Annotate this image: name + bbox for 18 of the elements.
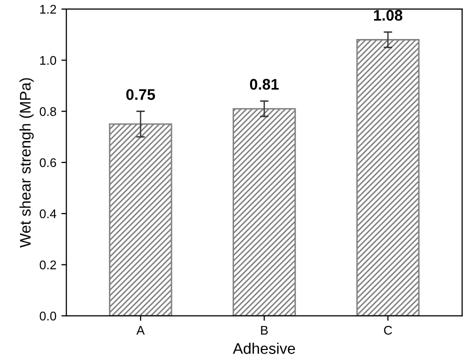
y-tick-label: 1.0: [40, 56, 56, 65]
data-label: 1.08: [374, 10, 402, 21]
y-tick-label: 0.6: [40, 158, 56, 168]
x-tick-label: C: [384, 326, 392, 335]
data-label: 0.81: [250, 78, 279, 90]
y-tick-label: 0.0: [40, 312, 56, 320]
x-tick-label: B: [261, 326, 268, 335]
y-axis-title: Wet shear strengh (MPa): [19, 78, 34, 248]
bar: [108, 123, 172, 316]
bar: [356, 39, 420, 316]
x-tick-label: A: [136, 326, 145, 335]
x-axis-title: Adhesive: [232, 342, 295, 354]
y-tick-label: 0.8: [40, 107, 56, 116]
y-tick-label: 1.2: [40, 4, 56, 14]
data-label: 0.75: [126, 89, 156, 100]
bar: [232, 108, 296, 316]
y-tick-label: 0.2: [40, 260, 56, 270]
y-tick-label: 0.4: [40, 209, 56, 218]
